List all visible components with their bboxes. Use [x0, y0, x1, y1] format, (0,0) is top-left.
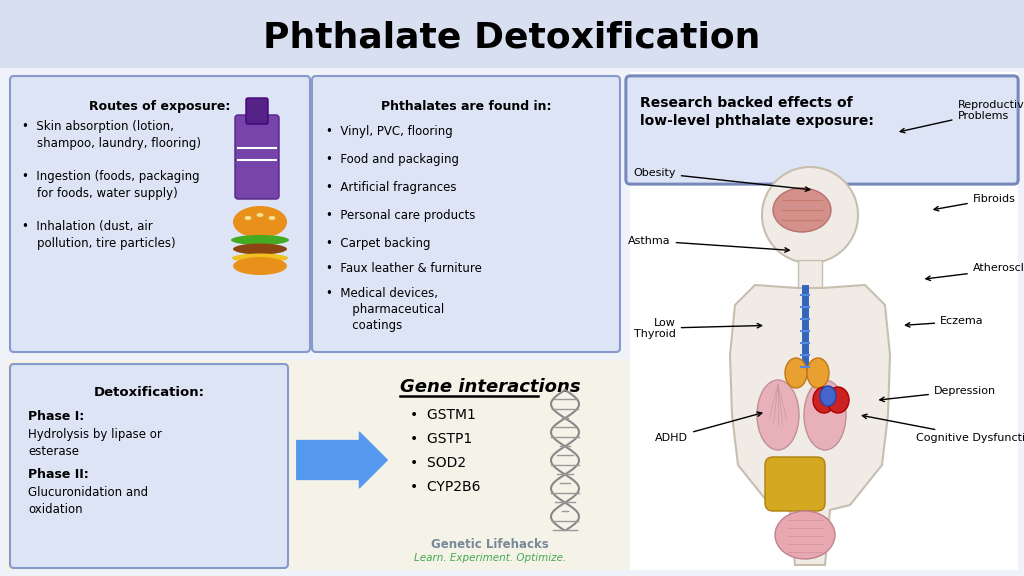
- Text: •  Personal care products: • Personal care products: [326, 209, 475, 222]
- Ellipse shape: [757, 380, 799, 450]
- Text: Reproductive
Problems: Reproductive Problems: [900, 100, 1024, 132]
- Text: •  Faux leather & furniture: • Faux leather & furniture: [326, 262, 482, 275]
- Text: Genetic Lifehacks: Genetic Lifehacks: [431, 537, 549, 551]
- Text: •  Skin absorption (lotion,
    shampoo, laundry, flooring): • Skin absorption (lotion, shampoo, laun…: [22, 120, 201, 150]
- FancyBboxPatch shape: [312, 76, 620, 352]
- Ellipse shape: [813, 387, 835, 413]
- Text: Hydrolysis by lipase or
esterase: Hydrolysis by lipase or esterase: [28, 428, 162, 458]
- Text: Fibroids: Fibroids: [934, 194, 1016, 211]
- FancyBboxPatch shape: [0, 0, 1024, 68]
- FancyArrowPatch shape: [297, 432, 387, 488]
- Text: Phase II:: Phase II:: [28, 468, 89, 481]
- FancyBboxPatch shape: [246, 98, 268, 124]
- Text: Cognitive Dysfunction: Cognitive Dysfunction: [862, 414, 1024, 443]
- FancyBboxPatch shape: [626, 76, 1018, 184]
- Text: Detoxification:: Detoxification:: [93, 386, 205, 399]
- FancyBboxPatch shape: [234, 115, 279, 199]
- FancyBboxPatch shape: [626, 76, 1018, 184]
- Text: Learn. Experiment. Optimize.: Learn. Experiment. Optimize.: [414, 553, 566, 563]
- Text: •  GSTM1: • GSTM1: [410, 408, 476, 422]
- Text: •  Artificial fragrances: • Artificial fragrances: [326, 181, 457, 194]
- Text: Research backed effects of
low-level phthalate exposure:: Research backed effects of low-level pht…: [640, 96, 873, 128]
- Ellipse shape: [804, 380, 846, 450]
- Text: Atherosclerosis: Atherosclerosis: [926, 263, 1024, 281]
- Text: ADHD: ADHD: [655, 412, 762, 443]
- Ellipse shape: [245, 216, 252, 220]
- Ellipse shape: [775, 511, 835, 559]
- Text: •  Food and packaging: • Food and packaging: [326, 153, 459, 166]
- Text: Phthalate Detoxification: Phthalate Detoxification: [263, 21, 761, 55]
- Ellipse shape: [233, 244, 287, 255]
- Ellipse shape: [256, 213, 263, 217]
- Ellipse shape: [233, 257, 287, 275]
- Text: •  Carpet backing: • Carpet backing: [326, 237, 430, 250]
- FancyBboxPatch shape: [10, 76, 310, 352]
- Text: Gene interactions: Gene interactions: [400, 378, 581, 396]
- Text: •  SOD2: • SOD2: [410, 456, 466, 470]
- Text: Phase I:: Phase I:: [28, 410, 84, 423]
- Text: Low
Thyroid: Low Thyroid: [634, 317, 762, 339]
- Text: Phthalates are found in:: Phthalates are found in:: [381, 100, 551, 113]
- Ellipse shape: [231, 235, 289, 245]
- Text: •  Vinyl, PVC, flooring: • Vinyl, PVC, flooring: [326, 125, 453, 138]
- Text: Depression: Depression: [880, 385, 996, 401]
- Ellipse shape: [773, 188, 831, 232]
- Ellipse shape: [268, 216, 275, 220]
- Text: Research backed effects of
low-level phthalate exposure:: Research backed effects of low-level pht…: [640, 96, 873, 128]
- FancyBboxPatch shape: [630, 72, 1018, 570]
- Text: •  Inhalation (dust, air
    pollution, tire particles): • Inhalation (dust, air pollution, tire …: [22, 220, 176, 250]
- Ellipse shape: [785, 358, 807, 388]
- FancyBboxPatch shape: [6, 72, 634, 355]
- Ellipse shape: [807, 358, 829, 388]
- Text: Glucuronidation and
oxidation: Glucuronidation and oxidation: [28, 486, 148, 516]
- Text: Asthma: Asthma: [628, 236, 790, 252]
- Text: Eczema: Eczema: [905, 316, 984, 327]
- Text: •  CYP2B6: • CYP2B6: [410, 480, 480, 494]
- Ellipse shape: [233, 206, 287, 238]
- Ellipse shape: [827, 387, 849, 413]
- Text: Obesity: Obesity: [633, 168, 810, 191]
- Polygon shape: [730, 285, 890, 565]
- Text: •  GSTP1: • GSTP1: [410, 432, 472, 446]
- Text: Routes of exposure:: Routes of exposure:: [89, 100, 230, 113]
- Ellipse shape: [820, 386, 836, 406]
- Circle shape: [762, 167, 858, 263]
- Ellipse shape: [232, 253, 288, 263]
- FancyBboxPatch shape: [798, 260, 822, 288]
- Text: •  Medical devices,
       pharmaceutical
       coatings: • Medical devices, pharmaceutical coatin…: [326, 287, 444, 332]
- FancyBboxPatch shape: [10, 364, 288, 568]
- Text: •  Ingestion (foods, packaging
    for foods, water supply): • Ingestion (foods, packaging for foods,…: [22, 170, 200, 200]
- FancyBboxPatch shape: [765, 457, 825, 511]
- FancyBboxPatch shape: [6, 360, 634, 570]
